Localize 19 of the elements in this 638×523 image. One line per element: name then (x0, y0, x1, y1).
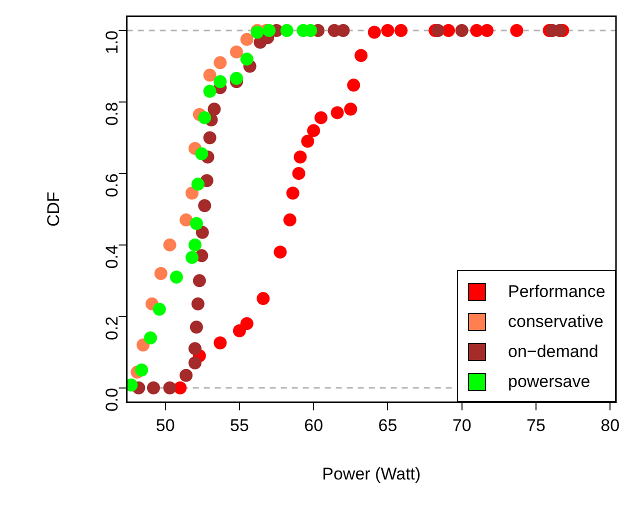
x-tick-label: 60 (304, 416, 324, 436)
y-tick-label: 0.2 (102, 316, 122, 340)
legend-label: Performance (508, 282, 606, 302)
y-tick-label: 0.0 (102, 388, 122, 412)
y-axis-title: CDF (44, 192, 63, 227)
x-tick-label: 80 (600, 416, 620, 436)
x-tick-label: 50 (156, 416, 175, 436)
legend-label: powersave (508, 372, 590, 392)
y-tick-label: 0.6 (102, 173, 122, 198)
y-tick-label: 0.4 (102, 244, 122, 269)
x-tick-label: 75 (526, 416, 546, 436)
y-tick-label: 0.8 (102, 102, 122, 126)
x-tick-label: 70 (452, 416, 472, 436)
x-tick-label: 55 (230, 416, 249, 436)
y-tick-label: 1.0 (102, 30, 122, 54)
legend-label: on−demand (508, 342, 598, 362)
x-axis-title: Power (Watt) (322, 464, 421, 484)
x-tick-label: 65 (378, 416, 398, 436)
legend-label: conservative (508, 312, 604, 332)
